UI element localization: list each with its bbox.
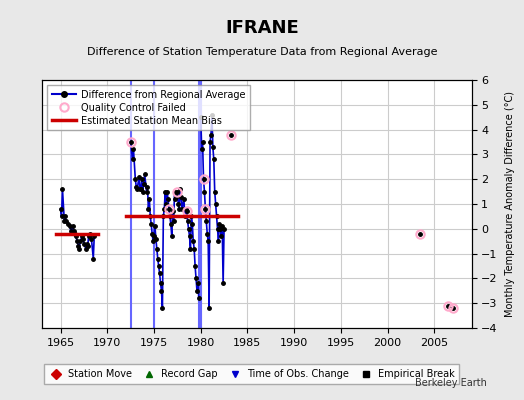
Legend: Difference from Regional Average, Quality Control Failed, Estimated Station Mean: Difference from Regional Average, Qualit… xyxy=(47,85,250,130)
Legend: Station Move, Record Gap, Time of Obs. Change, Empirical Break: Station Move, Record Gap, Time of Obs. C… xyxy=(43,364,460,384)
Text: Difference of Station Temperature Data from Regional Average: Difference of Station Temperature Data f… xyxy=(87,47,437,57)
Text: IFRANE: IFRANE xyxy=(225,19,299,37)
Text: Berkeley Earth: Berkeley Earth xyxy=(416,378,487,388)
Y-axis label: Monthly Temperature Anomaly Difference (°C): Monthly Temperature Anomaly Difference (… xyxy=(505,91,515,317)
